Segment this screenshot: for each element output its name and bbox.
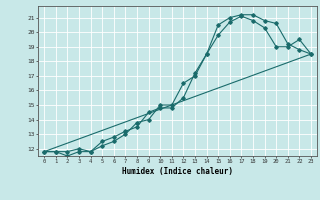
X-axis label: Humidex (Indice chaleur): Humidex (Indice chaleur): [122, 167, 233, 176]
